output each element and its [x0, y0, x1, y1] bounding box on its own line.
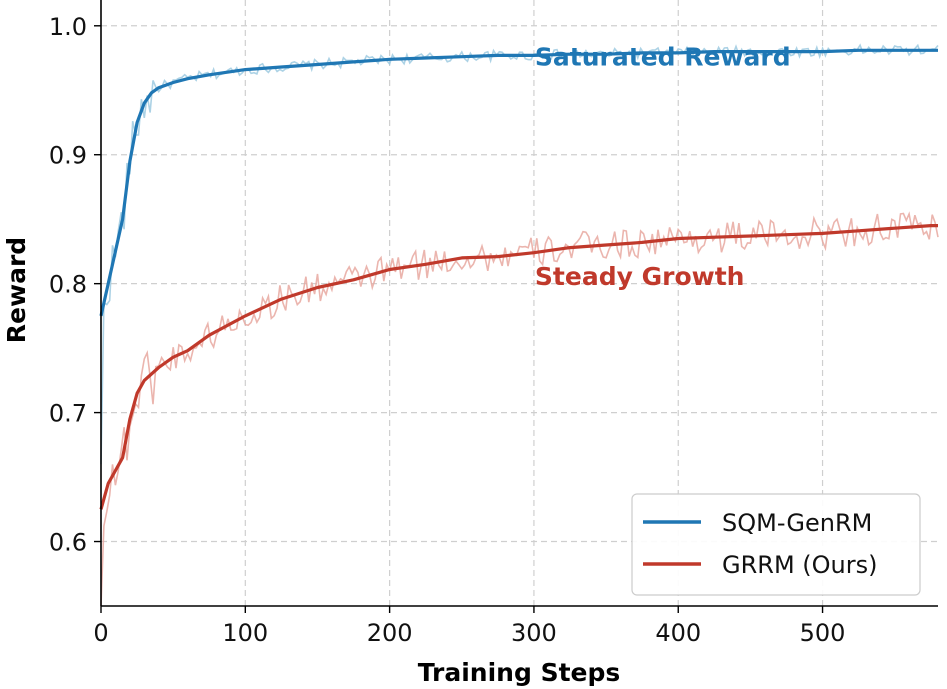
x-tick-label: 400 [655, 619, 701, 647]
tick-labels-layer: 0 100 200 300 400 500 0.6 0.7 0.8 0.9 1.0 [49, 13, 846, 647]
series-line-grrm-ours [99, 224, 938, 510]
legend: SQM-GenRM GRRM (Ours) [631, 493, 921, 596]
x-tick-label: 0 [93, 619, 108, 647]
x-tick-label: 500 [800, 619, 846, 647]
axes-layer [94, 0, 938, 613]
x-tick-label: 200 [367, 619, 413, 647]
raw-trace-grrm-ours [100, 211, 939, 607]
series-line-layer [99, 48, 938, 510]
annotation-steady-growth: Steady Growth [535, 262, 745, 291]
legend-frame [631, 493, 921, 596]
legend-label-sqm-genrm: SQM-GenRM [722, 509, 872, 537]
raw-series-layer [100, 43, 939, 607]
raw-trace-sqm-genrm [100, 43, 939, 465]
annotation-saturated-reward: Saturated Reward [535, 43, 791, 72]
y-tick-label: 1.0 [49, 13, 87, 41]
y-tick-label: 0.7 [49, 400, 87, 428]
x-axis-title: Training Steps [418, 658, 621, 687]
series-line-sqm-genrm [99, 48, 938, 317]
y-tick-label: 0.9 [49, 142, 87, 170]
x-tick-label: 100 [222, 619, 268, 647]
legend-label-grrm: GRRM (Ours) [722, 551, 877, 579]
y-axis-title: Reward [2, 237, 31, 343]
y-tick-label: 0.8 [49, 271, 87, 299]
y-tick-label: 0.6 [49, 529, 87, 557]
x-tick-label: 300 [511, 619, 557, 647]
